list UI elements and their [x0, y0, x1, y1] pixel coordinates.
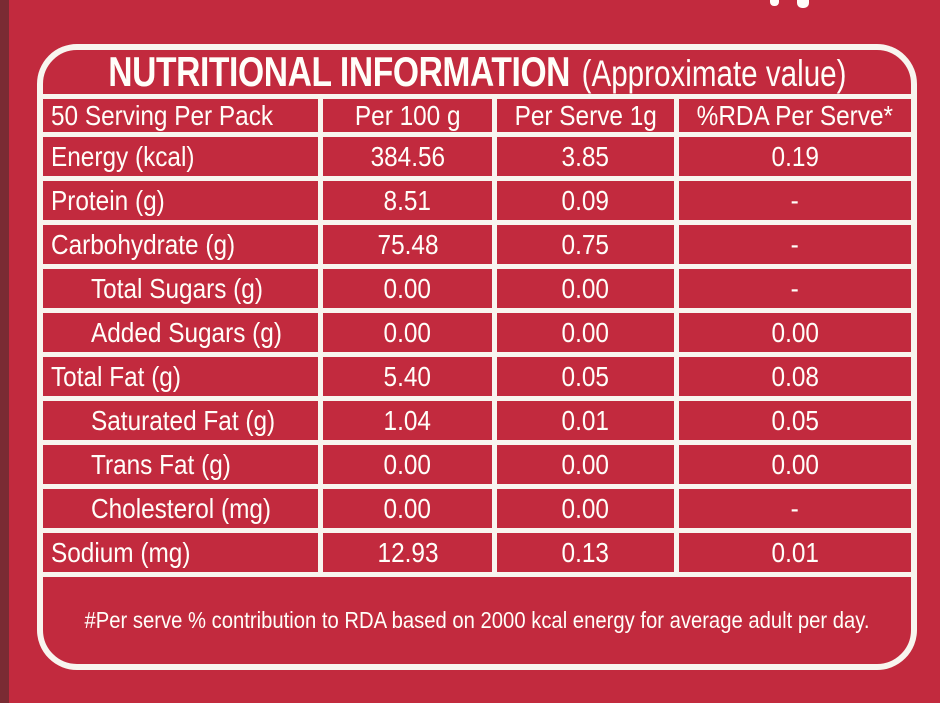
table-row-carbohydrate: Carbohydrate (g) 75.48 0.75 - [43, 220, 911, 269]
title-sub: (Approximate value) [581, 53, 847, 94]
value-per-serve: 3.85 [491, 132, 680, 181]
table-row-total-fat: Total Fat (g) 5.40 0.05 0.08 [43, 352, 911, 401]
value-rda: - [674, 264, 911, 313]
col-header-servings: 50 Serving Per Pack [43, 94, 324, 137]
value-rda: 0.05 [674, 396, 911, 445]
value-per-serve: 0.13 [491, 528, 680, 577]
value-rda: 0.19 [674, 132, 911, 181]
value-per-100g: 0.00 [318, 308, 497, 357]
value-per-100g: 8.51 [318, 176, 497, 225]
table-row-total-sugars: Total Sugars (g) 0.00 0.00 - [43, 264, 911, 313]
table-row-saturated-fat: Saturated Fat (g) 1.04 0.01 0.05 [43, 396, 911, 445]
row-label: Saturated Fat (g) [43, 396, 324, 445]
row-label: Cholesterol (mg) [43, 484, 324, 533]
row-label: Protein (g) [43, 176, 324, 225]
table-row-cholesterol: Cholesterol (mg) 0.00 0.00 - [43, 484, 911, 533]
value-rda: - [674, 484, 911, 533]
value-per-serve: 0.09 [491, 176, 680, 225]
value-per-serve: 0.00 [491, 308, 680, 357]
title-main: NUTRITIONAL INFORMATION [107, 50, 570, 94]
value-per-serve: 0.00 [491, 264, 680, 313]
cropped-text-artifact [797, 0, 809, 8]
value-per-serve: 0.05 [491, 352, 680, 401]
value-per-100g: 0.00 [318, 484, 497, 533]
value-per-100g: 0.00 [318, 264, 497, 313]
value-per-100g: 0.00 [318, 440, 497, 489]
value-per-100g: 384.56 [318, 132, 497, 181]
table-row-trans-fat: Trans Fat (g) 0.00 0.00 0.00 [43, 440, 911, 489]
value-per-serve: 0.75 [491, 220, 680, 269]
value-per-100g: 5.40 [318, 352, 497, 401]
row-label: Total Sugars (g) [43, 264, 324, 313]
col-header-rda: %RDA Per Serve* [674, 94, 911, 137]
row-label: Added Sugars (g) [43, 308, 324, 357]
value-rda: 0.01 [674, 528, 911, 577]
value-per-100g: 12.93 [318, 528, 497, 577]
nutrition-table: 50 Serving Per Pack Per 100 g Per Serve … [43, 94, 911, 577]
value-per-serve: 0.00 [491, 440, 680, 489]
row-label: Total Fat (g) [43, 352, 324, 401]
value-per-100g: 75.48 [318, 220, 497, 269]
col-header-per-serve: Per Serve 1g [491, 94, 680, 137]
row-label: Trans Fat (g) [43, 440, 324, 489]
value-rda: 0.00 [674, 440, 911, 489]
table-row-energy: Energy (kcal) 384.56 3.85 0.19 [43, 132, 911, 181]
col-header-per-100g: Per 100 g [318, 94, 497, 137]
left-edge-shadow [0, 0, 9, 703]
value-rda: - [674, 220, 911, 269]
table-row-added-sugars: Added Sugars (g) 0.00 0.00 0.00 [43, 308, 911, 357]
row-label: Sodium (mg) [43, 528, 324, 577]
row-label: Energy (kcal) [43, 132, 324, 181]
value-rda: - [674, 176, 911, 225]
value-per-serve: 0.01 [491, 396, 680, 445]
value-per-100g: 1.04 [318, 396, 497, 445]
footnote: #Per serve % contribution to RDA based o… [84, 607, 870, 633]
row-label: Carbohydrate (g) [43, 220, 324, 269]
value-rda: 0.00 [674, 308, 911, 357]
table-header-row: 50 Serving Per Pack Per 100 g Per Serve … [43, 94, 911, 137]
table-row-protein: Protein (g) 8.51 0.09 - [43, 176, 911, 225]
table-row-sodium: Sodium (mg) 12.93 0.13 0.01 [43, 528, 911, 577]
value-per-serve: 0.00 [491, 484, 680, 533]
value-rda: 0.08 [674, 352, 911, 401]
panel-title: NUTRITIONAL INFORMATION (Approximate val… [43, 50, 911, 94]
cropped-text-artifact [770, 0, 779, 6]
nutrition-panel: NUTRITIONAL INFORMATION (Approximate val… [37, 44, 917, 670]
